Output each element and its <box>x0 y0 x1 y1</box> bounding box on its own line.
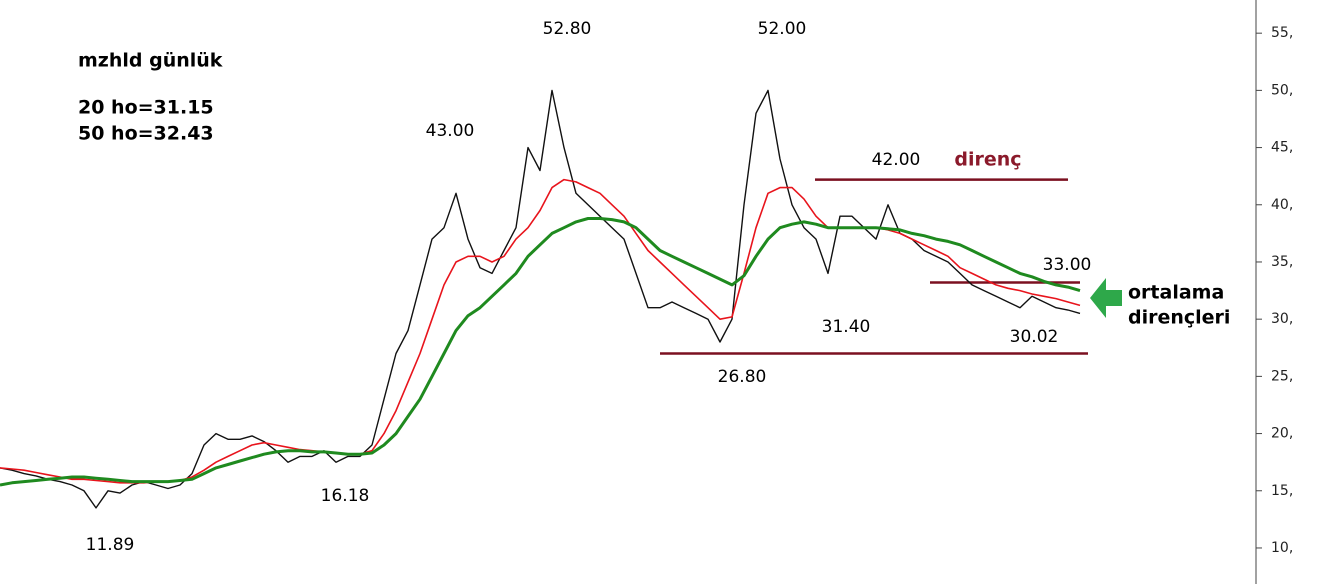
arrow <box>1090 278 1122 318</box>
annotation: 33.00 <box>1043 255 1092 275</box>
annotation: dirençleri <box>1128 307 1230 329</box>
y-tick-label: 55, <box>1271 25 1293 41</box>
annotation: 42.00 <box>872 150 921 170</box>
y-tick-label: 45, <box>1271 140 1293 156</box>
y-tick-label: 10, <box>1271 540 1293 556</box>
subtitle: 50 ho=32.43 <box>78 123 214 145</box>
annotation: 43.00 <box>426 121 475 141</box>
annotation: 52.80 <box>543 19 592 39</box>
moving-average <box>0 178 1081 484</box>
y-tick-label: 25, <box>1271 368 1293 384</box>
annotation: 16.18 <box>321 486 370 506</box>
annotation: 30.02 <box>1010 327 1059 347</box>
y-tick-label: 50, <box>1271 82 1293 98</box>
y-tick-label: 40, <box>1271 197 1293 213</box>
annotation: direnç <box>954 149 1021 171</box>
y-tick-label: 30, <box>1271 311 1293 327</box>
moving-average <box>0 217 1081 487</box>
y-tick-label: 15, <box>1271 483 1293 499</box>
annotation: 26.80 <box>718 367 767 387</box>
subtitle: 20 ho=31.15 <box>78 97 214 119</box>
annotation: ortalama <box>1128 282 1224 304</box>
y-tick-label: 35, <box>1271 254 1293 270</box>
y-tick-label: 20, <box>1271 426 1293 442</box>
annotation: 52.00 <box>758 19 807 39</box>
annotation: 31.40 <box>822 317 871 337</box>
annotation: 11.89 <box>86 535 135 555</box>
chart-title: mzhld günlük <box>78 50 223 72</box>
